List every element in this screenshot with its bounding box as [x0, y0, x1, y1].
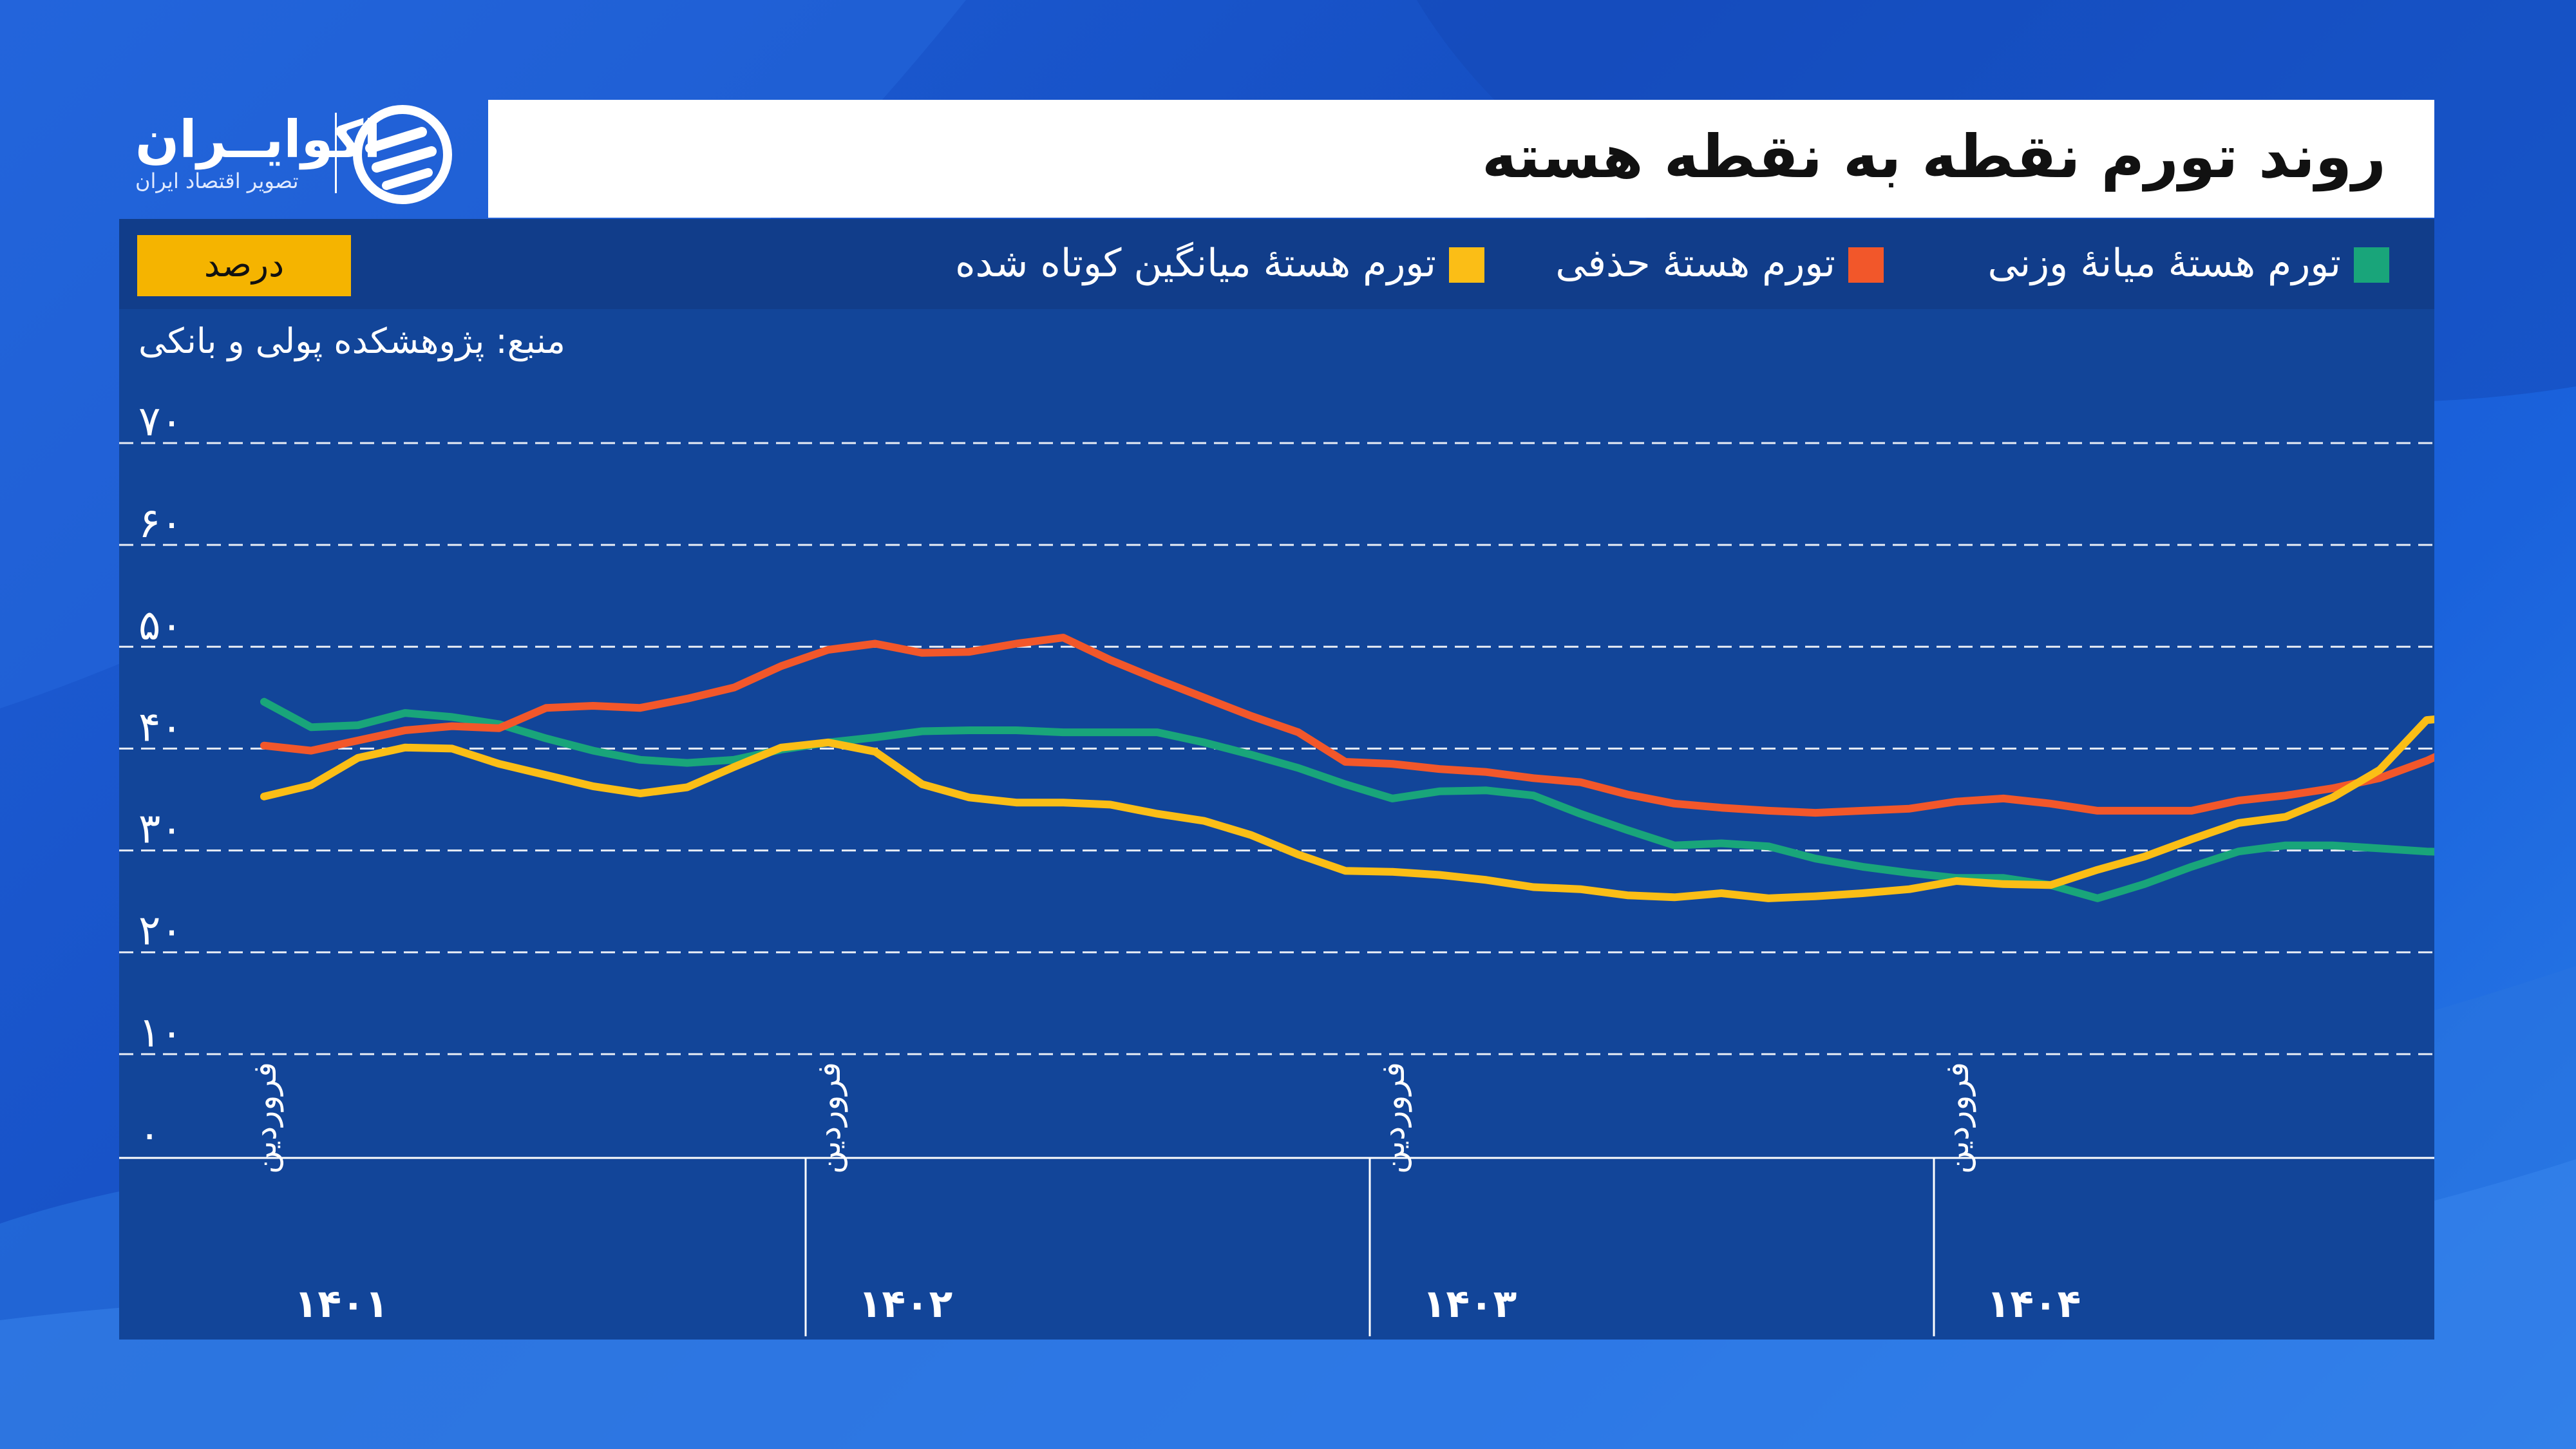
legend-band: [119, 219, 2434, 309]
legend-label-exclusion: تورم هستهٔ حذفی: [1555, 241, 1835, 286]
legend-swatch-orange: [1848, 247, 1884, 283]
x-year-label: ۱۴۰۴: [1987, 1282, 2081, 1327]
x-month-label: فروردین: [1938, 1062, 1976, 1174]
y-tick-label: ۶۰: [138, 500, 183, 547]
legend-item-weighted-median: تورم هستهٔ میانهٔ وزنی: [1922, 240, 2392, 291]
logo-tagline: تصویر اقتصاد ایران: [135, 169, 299, 193]
x-month-label: فروردین: [246, 1062, 284, 1174]
legend-label-trimmed-mean: تورم هستهٔ میانگین کوتاه شده: [955, 241, 1436, 286]
series-lines: [260, 634, 2434, 902]
y-axis-ticks: ۰ ۱۰ ۲۰ ۳۰ ۴۰ ۵۰ ۶۰ ۷۰: [138, 398, 183, 1159]
x-year-label: ۱۴۰۲: [858, 1282, 952, 1327]
brand-logo: اکوایــران تصویر اقتصاد ایران: [129, 97, 464, 213]
series-line-0: [260, 697, 2434, 902]
source-note: منبع: پژوهشکده پولی و بانکی: [138, 321, 565, 361]
unit-badge: درصد: [137, 235, 351, 296]
page-title: روند تورم نقطه به نقطه هسته: [1481, 122, 2386, 191]
series-line-1: [260, 634, 2434, 817]
logo-divider: [335, 113, 337, 193]
y-tick-label: ۵۰: [138, 601, 183, 649]
title-bar: روند تورم نقطه به نقطه هسته: [488, 100, 2434, 218]
x-axis: فروردین ۱۴۰۱ فروردین ۱۴۰۲ فروردین ۱۴۰۳ فروردین…: [119, 1062, 2434, 1336]
chart-panel: [119, 219, 2434, 1340]
unit-label: درصد: [204, 244, 285, 285]
legend-swatch-green: [2354, 247, 2389, 283]
y-tick-label: ۴۰: [138, 703, 183, 751]
x-year-label: ۱۴۰۳: [1423, 1282, 1517, 1327]
legend-item-exclusion: تورم هستهٔ حذفی: [1539, 240, 1887, 291]
legend-item-trimmed-mean: تورم هستهٔ میانگین کوتاه شده: [860, 240, 1488, 291]
logo-wordmark: اکوایــران: [135, 109, 381, 169]
y-tick-label: ۳۰: [138, 806, 183, 853]
y-tick-label: ۰: [138, 1111, 160, 1159]
legend-swatch-yellow: [1449, 247, 1484, 283]
x-year-label: ۱۴۰۱: [294, 1282, 388, 1327]
legend-label-weighted-median: تورم هستهٔ میانهٔ وزنی: [1987, 241, 2341, 286]
logo-mark-icon: [353, 105, 452, 204]
y-tick-label: ۲۰: [138, 907, 183, 955]
y-tick-label: ۷۰: [138, 398, 183, 446]
x-month-label: فروردین: [1374, 1062, 1412, 1174]
y-tick-label: ۱۰: [138, 1009, 183, 1057]
x-month-label: فروردین: [810, 1062, 848, 1174]
series-line-2: [260, 715, 2434, 902]
gridlines: [119, 442, 2434, 1056]
